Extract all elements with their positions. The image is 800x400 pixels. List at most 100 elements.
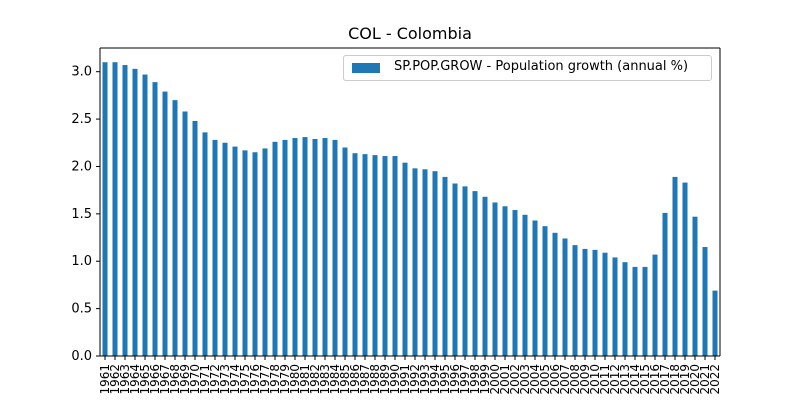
- bar: [242, 150, 248, 356]
- bar: [102, 62, 108, 356]
- bar: [592, 249, 598, 356]
- bar: [712, 290, 718, 356]
- x-tick-label: 1974: [228, 364, 242, 395]
- bar: [512, 210, 518, 356]
- x-tick-label: 2013: [618, 364, 632, 395]
- bar: [202, 132, 208, 356]
- x-tick-label: 2019: [678, 364, 692, 395]
- x-tick-label: 1986: [348, 364, 362, 395]
- bar: [172, 100, 178, 356]
- bar: [392, 156, 398, 356]
- bar: [672, 176, 678, 356]
- bar: [542, 226, 548, 356]
- x-tick-label: 1996: [448, 364, 462, 395]
- x-tick-label: 1964: [128, 364, 142, 395]
- x-tick-label: 1987: [358, 364, 372, 395]
- x-tick-label: 2014: [628, 364, 642, 395]
- bar: [632, 266, 638, 356]
- bar: [122, 65, 128, 356]
- x-tick-label: 2018: [668, 364, 682, 395]
- bar: [332, 139, 338, 356]
- x-tick-label: 1998: [468, 364, 482, 395]
- x-tick-label: 1970: [188, 364, 202, 395]
- bar: [112, 62, 118, 356]
- x-tick-label: 1965: [138, 364, 152, 395]
- y-tick-label: 0.0: [71, 349, 92, 364]
- bar: [612, 257, 618, 356]
- x-tick-label: 1978: [268, 364, 282, 395]
- x-tick-label: 1999: [478, 364, 492, 395]
- x-tick-label: 1969: [178, 364, 192, 395]
- x-tick-label: 2002: [508, 364, 522, 395]
- bar: [192, 120, 198, 356]
- x-tick-label: 1963: [118, 364, 132, 395]
- x-tick-label: 2015: [638, 364, 652, 395]
- x-tick-label: 1962: [108, 364, 122, 395]
- x-tick-label: 1973: [218, 364, 232, 395]
- bar: [162, 91, 168, 357]
- x-tick-label: 1980: [288, 364, 302, 395]
- x-tick-label: 2011: [598, 364, 612, 395]
- x-tick-label: 1989: [378, 364, 392, 395]
- bar: [452, 183, 458, 356]
- bar: [662, 212, 668, 356]
- x-tick-label: 1977: [258, 364, 272, 395]
- y-tick-label: 3.0: [71, 65, 92, 80]
- x-tick-label: 1983: [318, 364, 332, 395]
- legend-swatch: [352, 63, 380, 73]
- bar: [532, 220, 538, 356]
- bar: [622, 262, 628, 356]
- x-tick-label: 1995: [438, 364, 452, 395]
- x-tick-label: 2000: [488, 364, 502, 395]
- bar: [352, 153, 358, 356]
- chart-title: COL - Colombia: [348, 24, 472, 43]
- x-tick-label: 1993: [418, 364, 432, 395]
- x-tick-label: 2010: [588, 364, 602, 395]
- bar: [462, 186, 468, 356]
- bar: [442, 176, 448, 356]
- bar: [652, 254, 658, 356]
- x-tick-label: 1975: [238, 364, 252, 395]
- x-tick-label: 1991: [398, 364, 412, 395]
- y-tick-label: 2.0: [71, 159, 92, 174]
- bar: [232, 146, 238, 356]
- bar: [182, 111, 188, 356]
- bar: [412, 168, 418, 356]
- x-tick-label: 1990: [388, 364, 402, 395]
- bar: [372, 155, 378, 356]
- bar: [342, 147, 348, 356]
- x-tick-label: 1981: [298, 364, 312, 395]
- bar: [282, 139, 288, 356]
- bar: [692, 216, 698, 356]
- bar: [582, 248, 588, 356]
- bar: [362, 154, 368, 356]
- bar: [552, 232, 558, 356]
- bar: [522, 214, 528, 356]
- y-tick-label: 1.0: [71, 254, 92, 269]
- bar: [142, 74, 148, 356]
- x-tick-label: 1992: [408, 364, 422, 395]
- bar: [132, 68, 138, 356]
- bar: [482, 196, 488, 356]
- x-tick-label: 1966: [148, 364, 162, 395]
- x-tick-label: 1961: [98, 364, 112, 395]
- y-tick-label: 0.5: [71, 302, 92, 317]
- x-tick-label: 1994: [428, 364, 442, 395]
- bar: [562, 238, 568, 356]
- bar: [402, 162, 408, 356]
- legend-label: SP.POP.GROW - Population growth (annual …: [394, 59, 689, 74]
- bar: [292, 138, 298, 356]
- bar: [302, 137, 308, 356]
- x-tick-label: 2020: [688, 364, 702, 395]
- bar: [492, 202, 498, 356]
- x-tick-label: 1968: [168, 364, 182, 395]
- bar: [222, 142, 228, 356]
- bar: [252, 152, 258, 356]
- legend: SP.POP.GROW - Population growth (annual …: [343, 55, 712, 81]
- x-tick-label: 1972: [208, 364, 222, 395]
- x-tick-label: 2009: [578, 364, 592, 395]
- bar: [682, 182, 688, 356]
- bar: [472, 191, 478, 356]
- x-tick-label: 2021: [698, 364, 712, 395]
